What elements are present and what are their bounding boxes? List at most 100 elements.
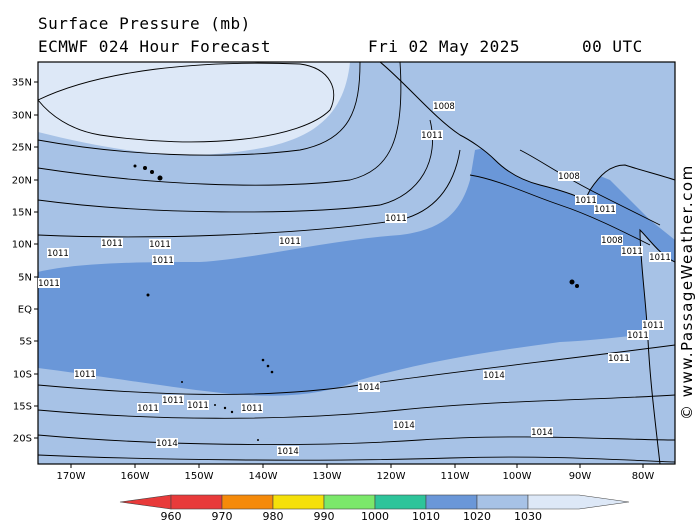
- contour-label-bg: [47, 248, 69, 258]
- map-field: [38, 62, 675, 464]
- lat-label: EQ: [18, 305, 32, 316]
- colorbar-label: 1000: [361, 510, 389, 523]
- lat-label: 20S: [13, 434, 32, 445]
- lat-label: 15N: [12, 208, 32, 219]
- colorbar-label: 1030: [514, 510, 542, 523]
- colorbar-label: 1020: [463, 510, 491, 523]
- colorbar-label: 960: [161, 510, 182, 523]
- islands: [133, 164, 579, 441]
- contour-label: 1011: [608, 354, 630, 364]
- contour-label-bg: [277, 446, 299, 456]
- contour-label: 1011: [575, 196, 597, 206]
- contour-label-bg: [385, 213, 407, 223]
- low-pressure-band: [38, 140, 675, 396]
- colorbar-label: 970: [212, 510, 233, 523]
- contour-label: 1011: [385, 214, 407, 224]
- lon-label: 110W: [441, 471, 470, 482]
- contour-label: 1014: [531, 428, 553, 438]
- lon-label: 170W: [57, 471, 86, 482]
- colorbar-segment: [527, 494, 630, 510]
- contour-label-bg: [152, 255, 174, 265]
- lat-label: 10N: [12, 240, 32, 251]
- contour-label: 1011: [421, 131, 443, 141]
- contour-label-bg: [621, 246, 643, 256]
- contour-label-bg: [627, 330, 649, 340]
- contour-label-bg: [601, 235, 623, 245]
- colorbar-segment: [374, 494, 427, 510]
- contour-label: 1014: [483, 371, 505, 381]
- lat-label: 35N: [12, 78, 32, 89]
- lon-label: 150W: [185, 471, 214, 482]
- colorbar-segment: [170, 494, 223, 510]
- credit-text: © www.PassageWeather.com: [678, 164, 696, 420]
- contour-label-bg: [74, 369, 96, 379]
- contour-label: 1008: [601, 236, 623, 246]
- contour-label: 1011: [47, 249, 69, 259]
- colorbar-label: 1010: [412, 510, 440, 523]
- lon-label: 130W: [313, 471, 342, 482]
- contour-label-bg: [575, 195, 597, 205]
- model-label: ECMWF 024 Hour Forecast: [38, 37, 272, 56]
- contour-label: 1011: [101, 239, 123, 249]
- contour-label-bg: [358, 382, 380, 392]
- contour-label-bg: [149, 239, 171, 249]
- contour-label: 1011: [187, 401, 209, 411]
- colorbar-segment: [425, 494, 478, 510]
- contour-label: 1011: [627, 331, 649, 341]
- colorbar-label: 980: [263, 510, 284, 523]
- contour-label: 1011: [649, 253, 671, 263]
- map-title: Surface Pressure (mb): [38, 14, 251, 33]
- high-pressure-area: [38, 62, 350, 155]
- lat-label: 30N: [12, 111, 32, 122]
- contour-label: 1014: [358, 383, 380, 393]
- contour-label: 1011: [152, 256, 174, 266]
- contour-label-bg: [393, 420, 415, 430]
- contour-label: 1011: [162, 396, 184, 406]
- contour-label-bg: [608, 353, 630, 363]
- contour-label-bg: [101, 238, 123, 248]
- colorbar-segment: [221, 494, 274, 510]
- lon-label: 140W: [249, 471, 278, 482]
- colorbar-left-arrow: [119, 494, 172, 510]
- contour-label-bg: [642, 320, 664, 330]
- lat-label: 25N: [12, 143, 32, 154]
- contour-label: 1011: [74, 370, 96, 380]
- lon-label: 100W: [503, 471, 532, 482]
- contour-label: 1014: [393, 421, 415, 431]
- lat-label: 5S: [19, 337, 32, 348]
- contour-label-bg: [279, 236, 301, 246]
- colorbar-segment: [272, 494, 325, 510]
- contour-label-bg: [38, 278, 60, 288]
- colorbar-segment: [323, 494, 376, 510]
- contour-label-bg: [137, 403, 159, 413]
- contour-label-bg: [594, 204, 616, 214]
- contour-label: 1011: [594, 205, 616, 215]
- contour-label-bg: [649, 252, 671, 262]
- lat-label: 15S: [13, 402, 32, 413]
- lat-label: 20N: [12, 176, 32, 187]
- contour-label: 1011: [241, 404, 263, 414]
- contour-label-bg: [558, 171, 580, 181]
- colorbar: 960 970 980 990 1000 1010 1020 1030: [119, 494, 630, 523]
- lat-label: 5N: [18, 273, 32, 284]
- longitude-axis: 170W 160W 150W 140W 130W 120W 110W 100W 90W 80W: [57, 464, 655, 482]
- contour-label: 1011: [38, 279, 60, 289]
- contour-label-bg: [241, 403, 263, 413]
- contour-label-bg: [156, 438, 178, 448]
- latitude-axis: 35N 30N 25N 20N 15N 10N 5N EQ 5S 10S 15S 20S: [12, 78, 38, 445]
- contour-label: 1008: [558, 172, 580, 182]
- contour-label: 1014: [277, 447, 299, 457]
- contour-label: 1011: [137, 404, 159, 414]
- contour-label-bg: [433, 101, 455, 111]
- contour-label: 1011: [279, 237, 301, 247]
- north-america-land: [379, 62, 675, 201]
- colorbar-segment: [476, 494, 529, 510]
- lon-label: 90W: [569, 471, 592, 482]
- map-frame: [37, 61, 676, 465]
- contour-label-bg: [187, 400, 209, 410]
- forecast-date: Fri 02 May 2025: [368, 37, 520, 56]
- contour-label-bg: [162, 395, 184, 405]
- lon-label: 80W: [632, 471, 655, 482]
